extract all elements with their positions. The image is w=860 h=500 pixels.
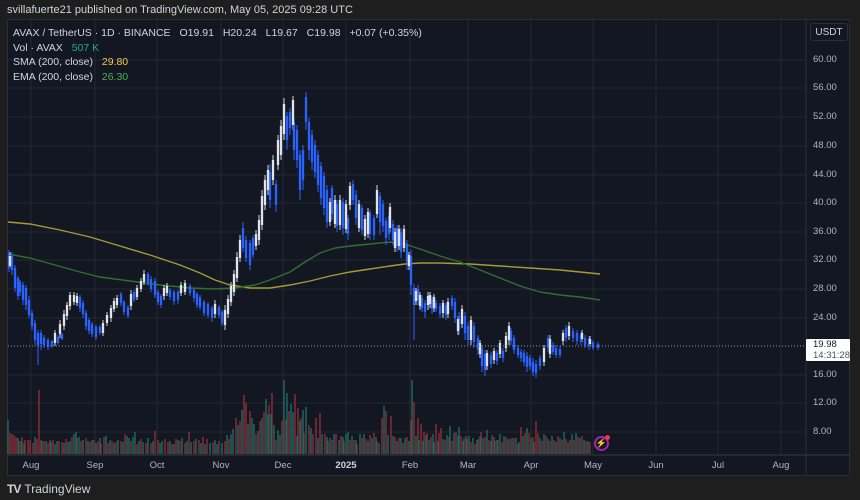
time-tick: Dec [274, 460, 292, 471]
tv-logo-icon: TV [7, 482, 21, 496]
time-tick: Mar [459, 460, 477, 471]
price-change: +0.07 (+0.35%) [349, 27, 422, 39]
price-tick: 40.00 [813, 197, 837, 208]
notification-dot [605, 435, 610, 440]
currency-button[interactable]: USDT [810, 23, 848, 41]
price-tick: 44.00 [813, 169, 837, 180]
ohlc-low: L19.67 [265, 27, 298, 39]
time-tick: Aug [772, 460, 790, 471]
time-tick-year: 2025 [335, 460, 357, 471]
time-tick: Feb [401, 460, 419, 471]
lightning-alert-icon[interactable]: ⚡ [594, 435, 610, 451]
volume-bars [7, 380, 591, 454]
bar-countdown: 14:31:28 [813, 349, 850, 361]
ema-200-line [7, 241, 601, 301]
price-tick: 8.00 [813, 426, 832, 437]
volume-row: Vol · AVAX 507 K [13, 41, 422, 56]
time-tick: Oct [149, 460, 165, 471]
price-tick: 48.00 [813, 140, 837, 151]
last-price-label: 19.98 14:31:28 [806, 339, 850, 361]
ema-label[interactable]: EMA (200, close) [13, 70, 93, 83]
last-price-value: 19.98 [813, 339, 837, 350]
price-tick: 32.00 [813, 254, 837, 265]
time-tick: Jun [648, 460, 664, 471]
ohlc-close: C19.98 [306, 27, 341, 39]
price-tick: 12.00 [813, 397, 837, 408]
price-tick: 52.00 [813, 111, 837, 122]
symbol-title[interactable]: AVAX / TetherUS · 1D · BINANCE [13, 27, 171, 39]
time-tick: Apr [523, 460, 539, 471]
chart-legend: AVAX / TetherUS · 1D · BINANCE O19.91 H2… [13, 26, 422, 84]
ema-value: 26.30 [101, 70, 129, 83]
time-tick: Nov [212, 460, 230, 471]
sma-row: SMA (200, close) 29.80 [13, 55, 422, 70]
chart-frame[interactable] [7, 19, 850, 476]
grid-lines [8, 20, 806, 455]
volume-value: 507 K [71, 41, 100, 54]
ohlc-open: O19.91 [179, 27, 214, 39]
volume-label[interactable]: Vol · AVAX [13, 41, 63, 54]
price-tick: 16.00 [813, 369, 837, 380]
time-tick: Sep [86, 460, 104, 471]
brand-name: TradingView [24, 482, 91, 496]
price-tick: 56.00 [813, 82, 837, 93]
symbol-row: AVAX / TetherUS · 1D · BINANCE O19.91 H2… [13, 26, 422, 41]
price-tick: 36.00 [813, 226, 837, 237]
ohlc-high: H20.24 [222, 27, 257, 39]
sma-value: 29.80 [101, 56, 129, 68]
candle-bodies [7, 97, 600, 373]
time-tick: Aug [22, 460, 40, 471]
time-tick: May [584, 460, 602, 471]
ema-row: EMA (200, close) 26.30 [13, 70, 422, 85]
price-tick: 28.00 [813, 283, 837, 294]
tradingview-logo: TV TradingView [7, 482, 90, 496]
price-tick: 60.00 [813, 54, 837, 65]
sma-200-line [7, 221, 601, 289]
time-tick: Jul [711, 460, 725, 471]
published-caption: svillafuerte21 published on TradingView.… [7, 4, 353, 16]
sma-label[interactable]: SMA (200, close) [13, 56, 93, 68]
price-tick: 24.00 [813, 312, 837, 323]
